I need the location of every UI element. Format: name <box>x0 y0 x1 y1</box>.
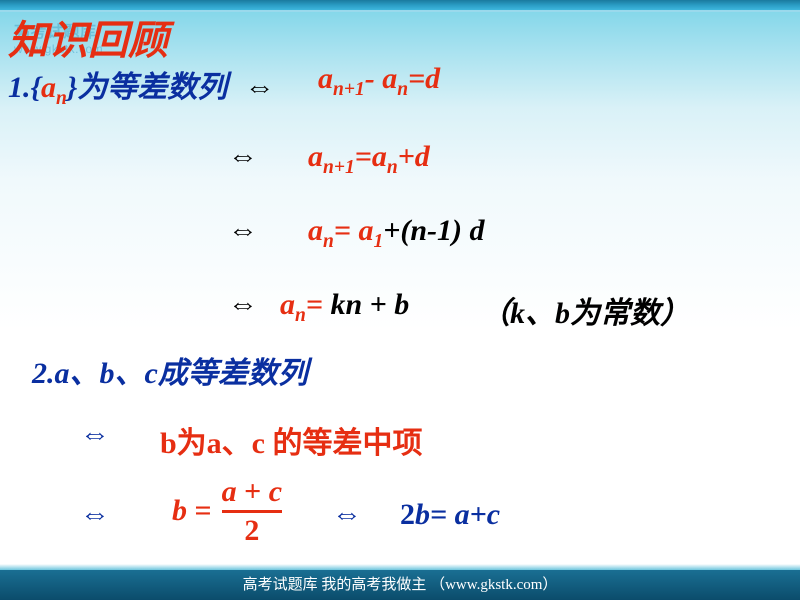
line1-lhs: 1.{an}为等差数列 ⇔ <box>8 62 275 106</box>
l2-a2-sub: n <box>387 157 398 178</box>
line3: an= a1+(n-1) d <box>308 214 484 248</box>
l4-k: kn <box>330 288 362 321</box>
l1-a2: a <box>382 62 397 95</box>
l4-open: （ <box>480 297 510 330</box>
l4-bb: b <box>555 297 570 330</box>
line6: b为a、c 的等差中项 <box>160 418 423 462</box>
iff-icon: ⇔ <box>228 140 258 174</box>
l4-plus: + <box>362 288 394 321</box>
l3-plus: +( <box>383 214 410 247</box>
line1-prefix: 1.{ <box>8 71 41 104</box>
l3-a2: a <box>358 214 373 247</box>
l2-eq: = <box>355 140 372 173</box>
slide: 高考试题库 www.gkstk.com 知识回顾 1.{an}为等差数列 ⇔ a… <box>0 0 800 600</box>
l7-b: b <box>172 494 187 527</box>
slide-title: 知识回顾 <box>8 8 168 66</box>
line1-rhs: an+1- an=d <box>318 62 440 96</box>
l4-eq: = <box>306 288 331 321</box>
l3-n: n <box>410 214 427 247</box>
l5-s2: 、 <box>115 357 145 390</box>
l5-a: a <box>55 357 70 390</box>
iff-icon: ⇔ <box>228 288 258 322</box>
iff-icon: ⇔ <box>80 418 110 452</box>
l7-num-c: c <box>269 475 282 508</box>
line1-seq-sub: n <box>56 88 67 109</box>
line4-note: （k、b为常数） <box>480 288 690 332</box>
line1-seq: a <box>41 71 56 104</box>
line1-suffix: }为等差数列 <box>67 71 227 104</box>
l7-eq: = <box>187 494 212 527</box>
l3-tail: -1) <box>427 214 469 247</box>
iff-icon: ⇔ <box>80 498 110 532</box>
l7-ra: a+c <box>455 498 500 531</box>
l2-a1: a <box>308 140 323 173</box>
l3-a1-sub: n <box>323 231 334 252</box>
l1-a1-sub: n+1 <box>333 79 365 100</box>
line2: an+1=an+d <box>308 140 430 174</box>
l1-a1: a <box>318 62 333 95</box>
l4-b: b <box>394 288 409 321</box>
l4-a: a <box>280 288 295 321</box>
line4-expr: an= kn + b <box>280 288 409 322</box>
l4-sep: 、 <box>525 297 555 330</box>
line7-rhs: 2b= a+c <box>400 498 500 532</box>
l1-minus: - <box>365 62 383 95</box>
l5-tail: 成等差数列 <box>158 357 308 390</box>
l1-eq: =d <box>408 62 440 95</box>
l5-pre: 2. <box>32 357 55 390</box>
iff-icon: ⇔ <box>228 214 258 248</box>
l4-kk: k <box>510 297 525 330</box>
l7-num-a: a <box>222 475 237 508</box>
l3-eq: = <box>334 214 359 247</box>
l7-rb: b <box>415 498 430 531</box>
l5-s1: 、 <box>70 357 100 390</box>
l2-tail: +d <box>398 140 430 173</box>
line7-fraction: b = a + c 2 <box>172 476 282 546</box>
l5-b: b <box>100 357 115 390</box>
l3-a2-sub: 1 <box>373 231 383 252</box>
line5: 2.a、b、c成等差数列 <box>32 348 308 392</box>
l7-num-plus: + <box>237 475 269 508</box>
l4-a-sub: n <box>295 305 306 326</box>
iff-icon: ⇔ <box>332 498 362 532</box>
l5-c: c <box>145 357 158 390</box>
l3-d: d <box>469 214 484 247</box>
footer: 高考试题库 我的高考我做主 （www.gkstk.com） <box>0 570 800 600</box>
l4-note-tail: 为常数） <box>570 297 690 330</box>
l2-a2: a <box>372 140 387 173</box>
l3-a1: a <box>308 214 323 247</box>
l7-den: 2 <box>244 515 259 547</box>
l7-req: = <box>430 498 455 531</box>
l7-2: 2 <box>400 498 415 531</box>
l2-a1-sub: n+1 <box>323 157 355 178</box>
fraction-bar <box>222 510 282 513</box>
l1-a2-sub: n <box>397 79 408 100</box>
iff-icon: ⇔ <box>245 71 275 104</box>
